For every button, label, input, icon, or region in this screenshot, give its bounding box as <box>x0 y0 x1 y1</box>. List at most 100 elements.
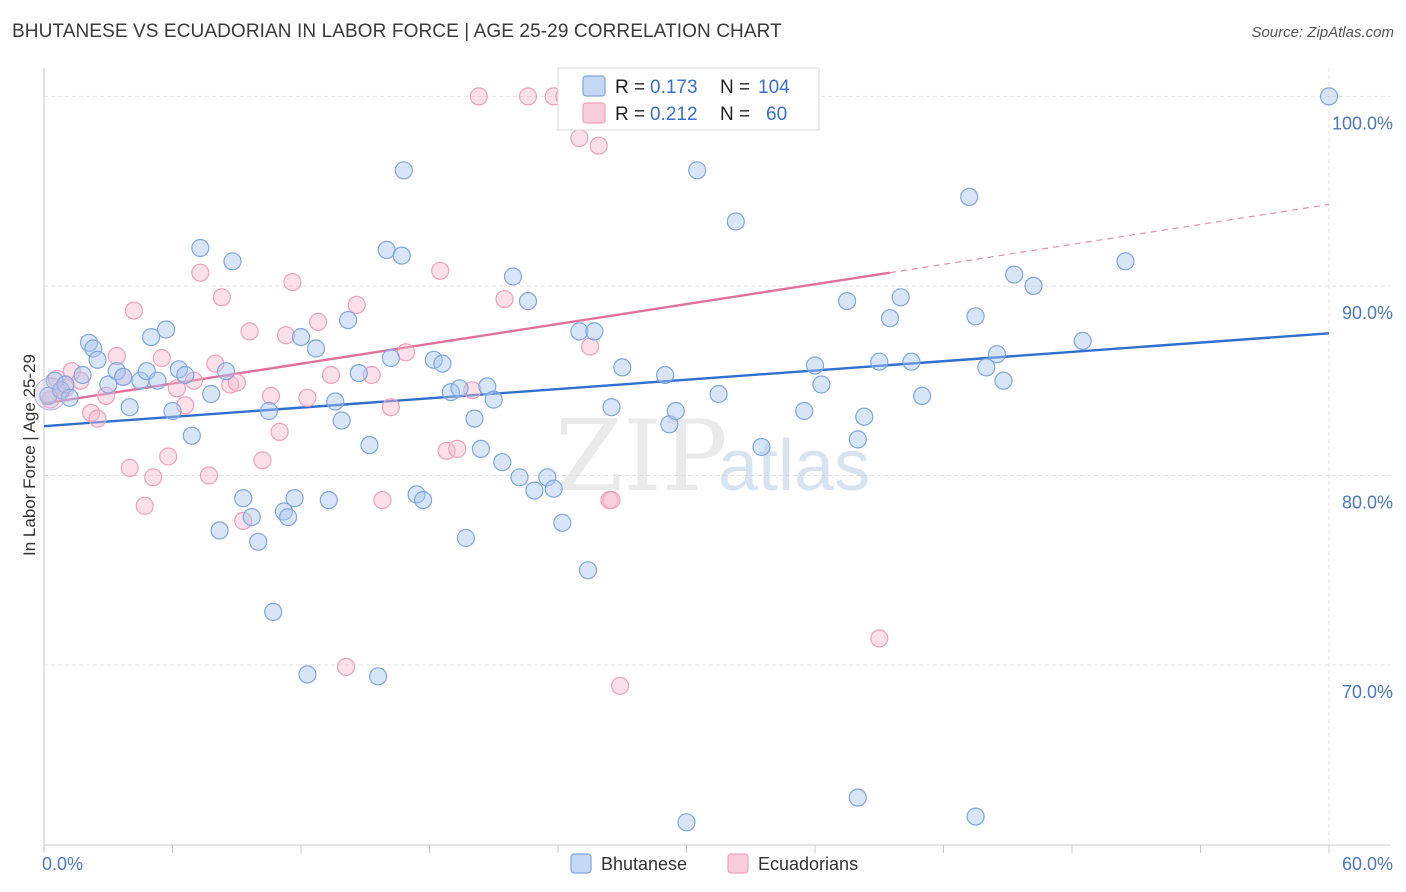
point-bhutanese-18 <box>163 401 182 421</box>
point-bhutanese-35 <box>291 328 311 347</box>
x-tick-labels: 0.0% 60.0% <box>42 854 1393 874</box>
point-bhutanese-87 <box>880 309 900 328</box>
y-tick-labels: 70.0% 80.0% 90.0% 100.0% <box>1332 113 1393 702</box>
point-ecuadorians-31 <box>283 273 302 292</box>
point-bhutanese-57 <box>471 439 490 458</box>
point-ecuadorians-14 <box>152 348 171 368</box>
point-bhutanese-76 <box>688 161 707 180</box>
watermark-atlas: atlas <box>718 426 870 506</box>
trend-lines <box>43 203 1330 428</box>
legend-r-value-2: 0.212 <box>650 104 698 125</box>
legend-n-label-1: N = <box>720 77 750 98</box>
y-tick-label-2: 90.0% <box>1342 303 1393 323</box>
point-bhutanese-59 <box>484 390 503 409</box>
point-bhutanese-31 <box>264 602 283 622</box>
y-tick-label-3: 100.0% <box>1332 113 1393 133</box>
point-bhutanese-88 <box>891 288 910 307</box>
point-bhutanese-37 <box>306 339 326 358</box>
point-ecuadorians-45 <box>495 290 514 309</box>
legend-r-label-2: R = <box>615 104 645 125</box>
point-bhutanese-9 <box>99 375 118 394</box>
watermark: ZIP atlas <box>555 400 870 514</box>
point-ecuadorians-6 <box>88 409 107 428</box>
point-cluster-origin <box>33 377 67 411</box>
point-bhutanese-82 <box>812 375 831 394</box>
legend-swatch-bhutanese <box>582 75 606 97</box>
point-ecuadorians-55 <box>610 676 630 695</box>
point-bhutanese-83 <box>837 292 857 311</box>
point-bhutanese-84 <box>848 430 867 449</box>
point-bhutanese-33 <box>279 507 298 527</box>
point-bhutanese-64 <box>525 481 544 500</box>
point-bhutanese-36 <box>298 665 317 684</box>
grid-lines <box>44 68 1390 845</box>
point-ecuadorians-19 <box>191 263 210 282</box>
point-bhutanese-60 <box>493 453 512 472</box>
point-ecuadorians-13 <box>144 468 163 487</box>
point-bhutanese-65 <box>538 468 557 487</box>
point-bhutanese-90 <box>912 386 932 405</box>
x-tick-label-1: 60.0% <box>1342 854 1393 874</box>
point-bhutanese-26 <box>223 252 242 271</box>
point-bhutanese-66 <box>544 479 563 498</box>
point-bhutanese-56 <box>465 409 484 428</box>
y-axis-label: In Labor Force | Age 25-29 <box>20 354 39 556</box>
point-bhutanese-28 <box>242 507 261 527</box>
point-ecuadorians-39 <box>381 398 400 417</box>
point-bhutanese-55 <box>456 528 475 548</box>
trend-line-extension-ecuadorians <box>889 203 1330 274</box>
point-ecuadorians-46 <box>518 87 538 106</box>
point-ecuadorians-16 <box>167 379 186 398</box>
point-ecuadorians-51 <box>580 337 600 356</box>
y-tick-label-0: 70.0% <box>1342 682 1393 702</box>
point-bhutanese-12 <box>120 398 139 417</box>
point-bhutanese-86 <box>870 352 889 371</box>
point-bhutanese-16 <box>148 371 167 390</box>
point-bhutanese-92 <box>966 307 985 326</box>
point-bhutanese-27 <box>234 489 253 508</box>
point-bhutanese-42 <box>349 364 368 383</box>
point-ecuadorians-43 <box>448 439 467 458</box>
point-ecuadorians-52 <box>589 136 608 155</box>
point-bhutanese-40 <box>332 411 351 430</box>
point-bhutanese-63 <box>518 292 538 311</box>
point-bhutanese-85 <box>855 407 874 426</box>
series-legend: Bhutanese Ecuadorians <box>570 853 858 874</box>
series-legend-swatch-ecuadorians <box>727 853 749 874</box>
point-bhutanese-7 <box>84 339 103 358</box>
point-bhutanese-48 <box>394 161 413 180</box>
point-bhutanese-38 <box>319 491 338 510</box>
point-bhutanese-80 <box>795 401 814 421</box>
point-bhutanese-43 <box>360 436 379 455</box>
point-bhutanese-102 <box>848 788 867 807</box>
point-ecuadorians-32 <box>298 388 317 407</box>
point-bhutanese-8 <box>88 350 107 369</box>
point-bhutanese-54 <box>450 379 469 398</box>
point-bhutanese-1 <box>45 371 64 390</box>
point-ecuadorians-12 <box>135 496 154 515</box>
point-bhutanese-11 <box>114 367 133 386</box>
point-bhutanese-61 <box>503 267 523 286</box>
point-bhutanese-20 <box>176 365 195 385</box>
point-ecuadorians-25 <box>234 511 253 531</box>
point-ecuadorians-54 <box>602 491 621 510</box>
point-bhutanese-103 <box>966 807 985 826</box>
point-ecuadorians-21 <box>206 354 225 373</box>
point-ecuadorians-20 <box>199 466 218 485</box>
point-bhutanese-97 <box>1024 276 1043 295</box>
point-bhutanese-34 <box>285 489 304 508</box>
point-ecuadorians-33 <box>309 312 328 331</box>
point-ecuadorians-29 <box>270 422 289 441</box>
point-ecuadorians-58 <box>870 629 889 648</box>
stats-legend: R = 0.173 N = 104 R = 0.212 N = 60 <box>557 67 820 131</box>
legend-r-label-1: R = <box>615 77 645 98</box>
point-bhutanese-15 <box>142 328 161 347</box>
point-bhutanese-71 <box>602 398 621 417</box>
point-bhutanese-99 <box>1116 252 1135 271</box>
point-bhutanese-53 <box>441 383 460 402</box>
point-bhutanese-29 <box>249 532 268 551</box>
point-bhutanese-50 <box>414 491 433 510</box>
point-bhutanese-4 <box>60 388 79 407</box>
point-ecuadorians-50 <box>570 129 589 148</box>
series-legend-label-bhutanese: Bhutanese <box>601 854 687 874</box>
